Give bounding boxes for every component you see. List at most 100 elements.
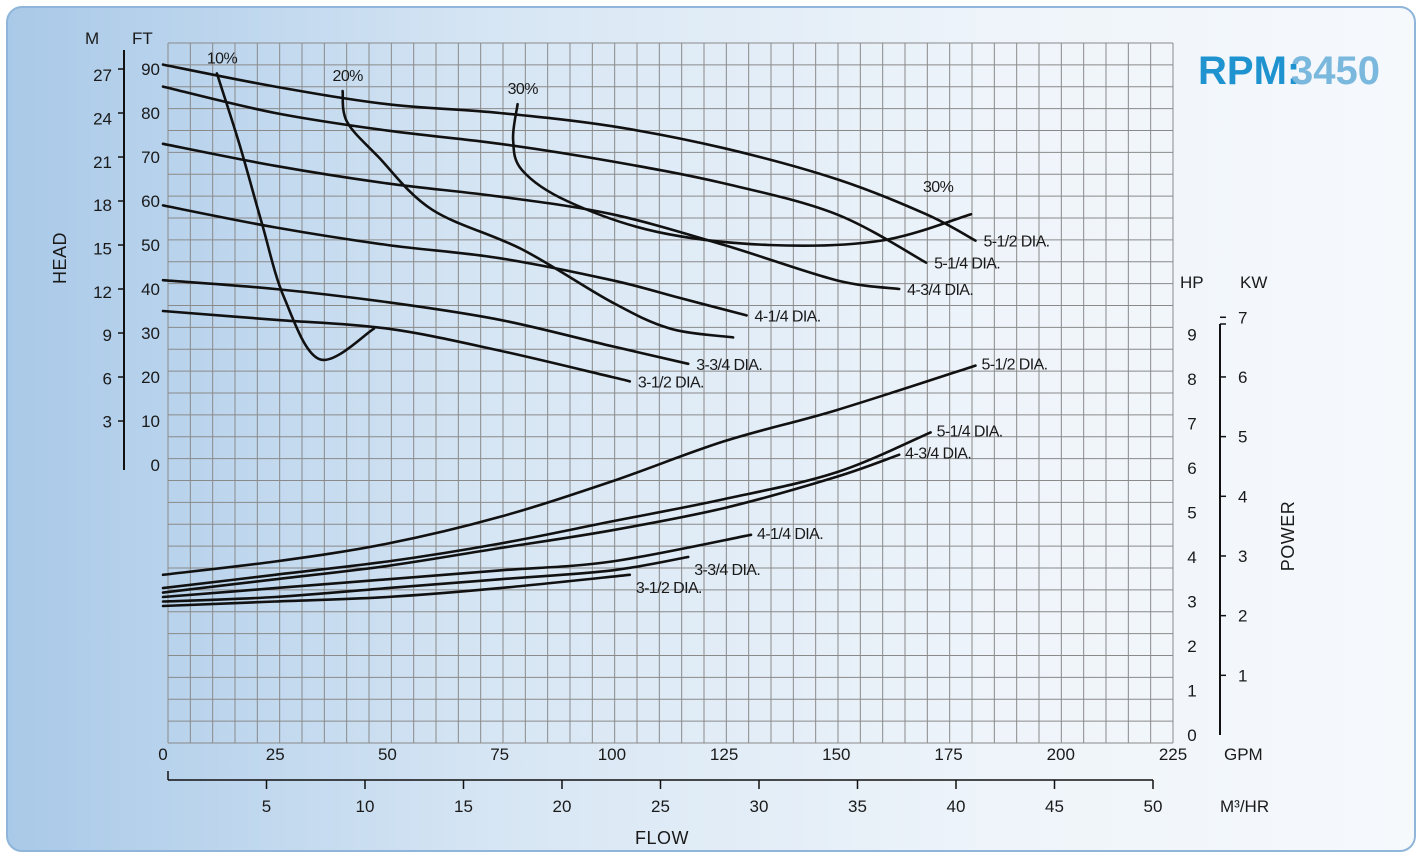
power-curve-4-3-4-dia	[161, 453, 901, 594]
power-curve-5-1-2-dia	[161, 364, 977, 577]
axes: M FT0102030405060708090369121518212427HEA…	[50, 29, 1298, 848]
head-tick-ft: 30	[141, 324, 160, 343]
efficiency-curve-label: 20%	[333, 68, 364, 85]
head-tick-ft: 60	[141, 192, 160, 211]
head-tick-ft: 10	[141, 412, 160, 431]
flow-tick-gpm: 175	[934, 745, 962, 764]
flow-tick-m3hr: 5	[262, 797, 271, 816]
flow-unit-gpm: GPM	[1224, 745, 1263, 764]
head-curve-5-1-2-dia	[161, 63, 977, 242]
power-curve-label: 5-1/2 DIA.	[981, 357, 1047, 374]
flow-tick-m3hr: 45	[1045, 797, 1064, 816]
head-unit-ft: FT	[132, 29, 153, 48]
head-curve-label: 5-1/2 DIA.	[983, 234, 1049, 251]
flow-tick-gpm: 0	[158, 745, 167, 764]
head-curve-4-1-4-dia	[161, 204, 748, 317]
power-curve-label: 3-3/4 DIA.	[694, 562, 760, 579]
head-tick-ft: 90	[141, 60, 160, 79]
flow-tick-gpm: 150	[822, 745, 850, 764]
power-tick-kw: 4	[1238, 487, 1247, 506]
flow-tick-m3hr: 30	[750, 797, 769, 816]
power-curve-label: 4-3/4 DIA.	[905, 446, 971, 463]
curves	[161, 63, 977, 608]
head-curve-label: 4-1/4 DIA.	[755, 308, 821, 325]
head-curve-4-3-4-dia	[161, 142, 901, 291]
power-tick-kw: 2	[1238, 607, 1247, 626]
head-tick-m: 27	[93, 66, 112, 85]
head-tick-ft: 20	[141, 368, 160, 387]
power-tick-hp: 4	[1187, 548, 1196, 567]
flow-tick-gpm: 225	[1159, 745, 1187, 764]
power-axis-title: POWER	[1278, 501, 1298, 572]
flow-unit-m3hr: M³/HR	[1220, 797, 1269, 816]
rpm-value: 3450	[1291, 49, 1380, 93]
head-tick-m: 9	[103, 326, 112, 345]
head-curve-label: 4-3/4 DIA.	[907, 282, 973, 299]
head-curve-label: 5-1/4 DIA.	[934, 256, 1000, 273]
power-curve-5-1-4-dia	[161, 431, 932, 590]
efficiency-curve-label: 30%	[508, 81, 539, 98]
head-axis-title: HEAD	[50, 232, 70, 284]
head-tick-m: 12	[93, 283, 112, 302]
power-curve-4-1-4-dia	[161, 533, 753, 599]
power-curve-3-1-2-dia	[161, 573, 632, 608]
chart-card: M FT 0 10 20 30 40 50 60 70 80 90 3 6 9 12 15 18 21 24 27 HEA…	[6, 6, 1416, 852]
flow-tick-gpm: 50	[378, 745, 397, 764]
flow-tick-m3hr: 50	[1144, 797, 1163, 816]
flow-tick-gpm: 25	[266, 745, 285, 764]
head-tick-ft: 40	[141, 280, 160, 299]
power-tick-kw: 7	[1238, 308, 1247, 327]
pump-curve-chart: M FT0102030405060708090369121518212427HEA…	[50, 29, 1380, 848]
power-curve-label: 4-1/4 DIA.	[757, 526, 823, 543]
power-tick-kw: 5	[1238, 428, 1247, 447]
flow-tick-m3hr: 35	[848, 797, 867, 816]
flow-tick-m3hr: 40	[947, 797, 966, 816]
power-curve-label: 5-1/4 DIA.	[937, 423, 1003, 440]
head-tick-m: 21	[93, 153, 112, 172]
head-curve-5-1-4-dia	[161, 85, 928, 264]
head-tick-ft: 70	[141, 148, 160, 167]
head-tick-ft: 80	[141, 104, 160, 123]
power-tick-hp: 5	[1187, 504, 1196, 523]
flow-tick-m3hr: 20	[553, 797, 572, 816]
flow-axis-title: FLOW	[635, 828, 689, 848]
head-curve-label: 3-3/4 DIA.	[696, 357, 762, 374]
power-tick-hp: 0	[1187, 726, 1196, 745]
head-tick-m: 6	[103, 369, 112, 388]
efficiency-curve-label: 30%	[923, 179, 954, 196]
grid	[167, 42, 1174, 744]
flow-tick-m3hr: 25	[651, 797, 670, 816]
head-tick-m: 24	[93, 110, 112, 129]
flow-tick-m3hr: 10	[356, 797, 375, 816]
efficiency-curve-30	[511, 102, 973, 247]
power-tick-hp: 8	[1187, 370, 1196, 389]
labels: 5-1/2 DIA. 5-1/4 DIA. 4-3/4 DIA. 4-1/4 DIA.…	[207, 50, 1050, 596]
power-tick-hp: 1	[1187, 682, 1196, 701]
head-unit-m: M	[85, 29, 99, 48]
power-tick-hp: 6	[1187, 459, 1196, 478]
power-tick-kw: 6	[1238, 368, 1247, 387]
head-curve-3-3-4-dia	[161, 278, 690, 366]
flow-tick-m3hr: 15	[454, 797, 473, 816]
head-tick-m: 15	[93, 239, 112, 258]
efficiency-curve-20	[341, 89, 735, 339]
power-tick-kw: 3	[1238, 547, 1247, 566]
efficiency-curve-10	[215, 72, 376, 362]
power-tick-hp: 3	[1187, 593, 1196, 612]
flow-tick-gpm: 100	[598, 745, 626, 764]
power-curve-label: 3-1/2 DIA.	[636, 580, 702, 597]
power-curve-3-3-4-dia	[161, 555, 690, 603]
power-tick-hp: 7	[1187, 415, 1196, 434]
head-curve-3-1-2-dia	[161, 309, 632, 383]
power-unit-hp: HP	[1180, 273, 1204, 292]
head-curve-label: 3-1/2 DIA.	[638, 374, 704, 391]
flow-tick-gpm: 125	[710, 745, 738, 764]
head-tick-m: 18	[93, 196, 112, 215]
head-tick-ft: 50	[141, 236, 160, 255]
flow-tick-gpm: 75	[490, 745, 509, 764]
power-tick-kw: 1	[1238, 666, 1247, 685]
head-tick-m: 3	[103, 413, 112, 432]
head-tick-ft: 0	[151, 456, 160, 475]
efficiency-curve-label: 10%	[207, 50, 238, 67]
power-tick-hp: 2	[1187, 637, 1196, 656]
